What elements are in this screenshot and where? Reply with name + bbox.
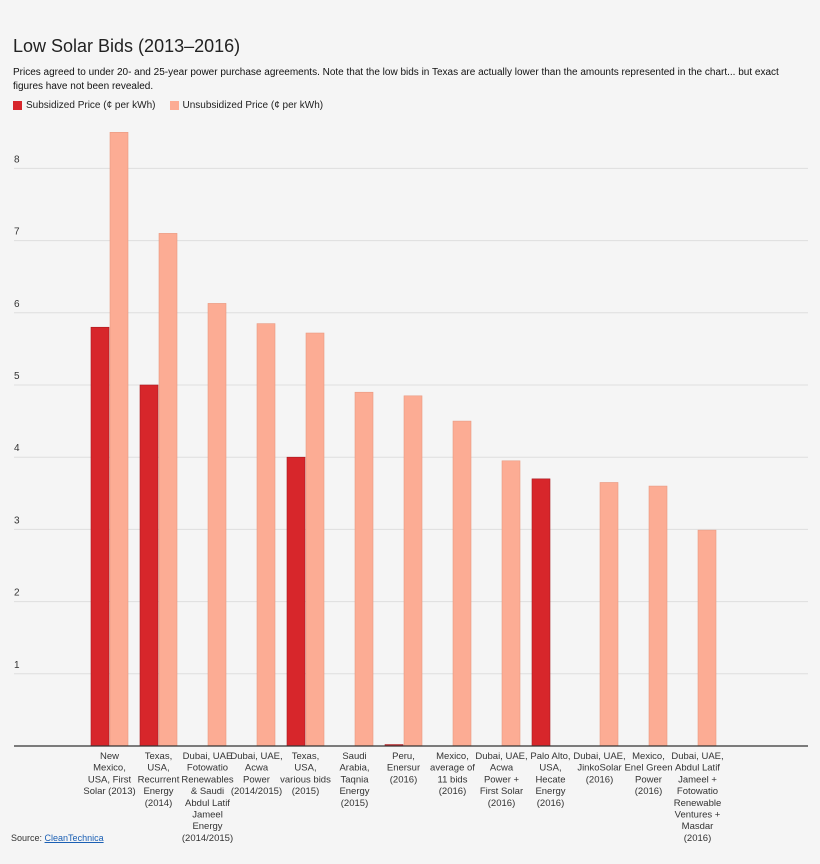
legend-item-subsidized[interactable]: Subsidized Price (¢ per kWh) <box>13 100 156 111</box>
bar-unsubsidized <box>403 395 423 747</box>
source-label: Source: <box>11 833 43 843</box>
y-tick-label: 2 <box>14 588 20 599</box>
legend-label-subsidized: Subsidized Price (¢ per kWh) <box>26 100 156 111</box>
y-tick-label: 6 <box>14 299 20 310</box>
y-tick-label: 5 <box>14 371 20 382</box>
y-tick-label: 1 <box>14 660 20 671</box>
x-category-label: Dubai, UAE, Acwa Power + First Solar (2016) <box>475 751 527 809</box>
bar-unsubsidized <box>697 529 717 747</box>
x-category-label: Mexico, average of 11 bids (2016) <box>430 751 475 797</box>
bar-unsubsidized <box>501 460 521 747</box>
legend-swatch-unsubsidized <box>169 101 179 110</box>
y-tick-label: 4 <box>14 443 20 454</box>
x-category-label: Dubai, UAE, Abdul Latif Jameel + Fotowatio R… <box>671 751 723 844</box>
bar-unsubsidized <box>158 233 178 747</box>
chart-title: Low Solar Bids (2013–2016) <box>13 36 241 56</box>
legend-item-unsubsidized[interactable]: Unsubsidized Price (¢ per kWh) <box>169 100 324 111</box>
legend: Subsidized Price (¢ per kWh) Unsubsidize… <box>13 100 323 111</box>
x-category-label: Dubai, UAE, JinkoSolar (2016) <box>573 751 625 785</box>
bar-unsubsidized <box>207 303 227 747</box>
chart-subtitle: Prices agreed to under 20- and 25-year p… <box>13 67 779 92</box>
x-category-label: New Mexico, USA, First Solar (2013) <box>83 751 135 797</box>
y-tick-label: 7 <box>14 227 20 238</box>
x-category-label: Dubai, UAE, Acwa Power (2014/2015) <box>230 751 282 797</box>
x-category-label: Saudi Arabia, Taqnia Energy (2015) <box>339 751 369 809</box>
bar-unsubsidized <box>452 420 472 747</box>
x-category-label: Mexico, Enel Green Power (2016) <box>624 751 672 797</box>
source-link[interactable]: CleanTechnica <box>44 833 104 843</box>
y-tick-label: 3 <box>14 515 20 526</box>
x-category-label: Palo Alto, USA, Hecate Energy (2016) <box>530 751 570 809</box>
bar-unsubsidized <box>305 332 325 747</box>
bar-subsidized <box>531 478 551 747</box>
source-note: Source: CleanTechnica <box>11 833 104 843</box>
bar-unsubsidized <box>109 132 129 747</box>
x-category-label: Texas, USA, various bids (2015) <box>280 751 331 797</box>
bar-subsidized <box>90 326 110 747</box>
x-category-label: Texas, USA, Recurrent Energy (2014) <box>138 751 180 809</box>
bar-unsubsidized <box>599 482 619 747</box>
bar-unsubsidized <box>256 323 276 747</box>
legend-swatch-subsidized <box>13 101 22 110</box>
bar-subsidized <box>286 456 306 747</box>
x-category-label: Peru, Enersur (2016) <box>387 751 420 785</box>
x-category-label: Dubai, UAE Fotowatio Renewables & Saudi Abdu… <box>181 751 234 844</box>
y-tick-label: 8 <box>14 154 20 165</box>
legend-label-unsubsidized: Unsubsidized Price (¢ per kWh) <box>182 100 324 111</box>
bar-subsidized <box>139 384 159 747</box>
bar-unsubsidized <box>648 485 668 747</box>
bar-unsubsidized <box>354 391 374 747</box>
